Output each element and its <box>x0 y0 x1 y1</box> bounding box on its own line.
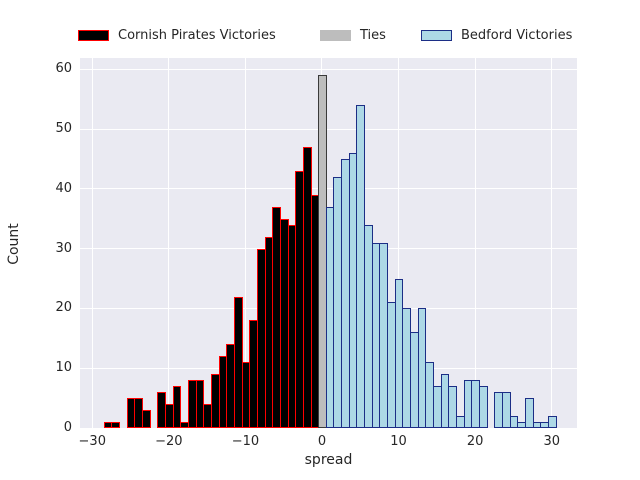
histogram-bar <box>478 386 488 428</box>
y-gridline <box>80 188 577 190</box>
histogram-bar <box>111 422 121 428</box>
y-tick-label: 60 <box>55 61 72 77</box>
legend-item: Ties <box>320 26 386 44</box>
legend-swatch-icon <box>421 29 452 41</box>
y-tick-label: 50 <box>55 121 72 137</box>
x-gridline <box>168 58 170 428</box>
legend-label: Cornish Pirates Victories <box>118 27 276 43</box>
legend-item: Bedford Victories <box>421 26 572 44</box>
y-tick-label: 10 <box>55 360 72 376</box>
y-gridline <box>80 68 577 70</box>
histogram-bar <box>509 416 519 428</box>
y-tick-label: 0 <box>63 420 72 435</box>
x-tick-label: 10 <box>390 434 407 449</box>
y-tick-label: 40 <box>55 180 72 196</box>
x-tick-label: 20 <box>466 434 484 449</box>
legend-swatch-icon <box>78 29 109 41</box>
histogram-bar <box>172 386 182 428</box>
x-tick-label: −10 <box>231 434 260 449</box>
x-gridline <box>474 58 476 428</box>
x-gridline <box>551 58 553 428</box>
plot-area <box>80 58 577 428</box>
x-axis-label: spread <box>304 452 353 468</box>
histogram-bar <box>142 410 151 428</box>
histogram-bar <box>448 386 457 428</box>
x-tick-label: −30 <box>78 434 106 449</box>
legend-item: Cornish Pirates Victories <box>78 26 276 44</box>
histogram-bar <box>524 398 534 428</box>
legend-label: Ties <box>360 27 386 43</box>
x-gridline <box>244 58 246 428</box>
histogram-bar <box>501 392 511 428</box>
x-gridline <box>398 58 400 428</box>
y-tick-label: 20 <box>55 300 72 316</box>
y-gridline <box>80 128 577 130</box>
legend-swatch-icon <box>320 29 351 41</box>
x-gridline <box>91 58 93 428</box>
histogram-bar <box>547 416 557 428</box>
x-tick-label: 0 <box>317 434 327 449</box>
y-tick-label: 30 <box>55 240 72 256</box>
legend-label: Bedford Victories <box>461 27 573 43</box>
x-tick-label: 30 <box>543 434 560 449</box>
x-tick-label: −20 <box>155 434 183 449</box>
legend: Cornish Pirates Victories Ties Bedford Vic… <box>0 0 640 56</box>
y-axis-label: Count <box>6 223 22 265</box>
